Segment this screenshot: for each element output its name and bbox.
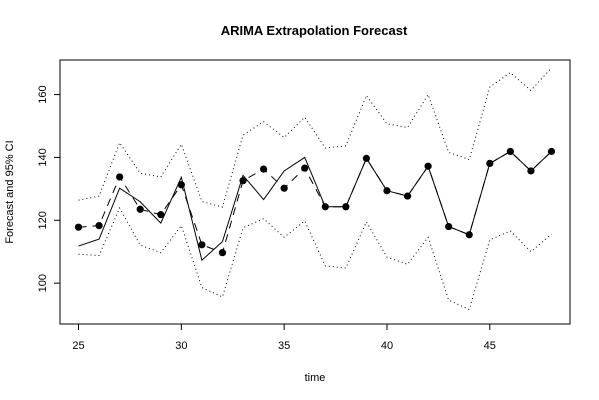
- y-tick-label: 160: [37, 85, 49, 103]
- x-tick-label: 25: [72, 340, 84, 352]
- forecast-point: [74, 223, 83, 231]
- y-tick-label: 120: [37, 211, 49, 229]
- x-axis: 25 30 35 40 45: [72, 323, 496, 352]
- x-tick-label: 30: [175, 340, 187, 352]
- forecast-point: [301, 164, 309, 172]
- forecast-point: [95, 222, 103, 230]
- forecast-point: [116, 173, 124, 181]
- x-tick-label: 45: [484, 340, 496, 352]
- series-layer: [74, 67, 556, 311]
- forecast-point: [136, 205, 144, 213]
- series-line-dotted-2: [78, 67, 552, 208]
- forecast-point: [218, 249, 227, 257]
- forecast-point: [157, 211, 165, 219]
- series-line-solid-1: [78, 150, 552, 262]
- forecast-point: [259, 165, 268, 173]
- y-tick-label: 140: [37, 148, 49, 166]
- y-axis: 100 120 140 160: [37, 85, 61, 292]
- forecast-point: [280, 184, 288, 192]
- plot-frame: [59, 59, 571, 325]
- x-tick-label: 40: [381, 340, 393, 352]
- series-line-dotted-3: [78, 206, 552, 311]
- chart-title: ARIMA Extrapolation Forecast: [221, 23, 408, 38]
- y-axis-label: Forecast and 95% CI: [4, 140, 16, 243]
- y-tick-label: 100: [37, 274, 49, 292]
- x-tick-label: 35: [278, 340, 290, 352]
- series-line-dashed-points-0: [78, 150, 552, 254]
- forecast-point: [198, 241, 206, 249]
- x-axis-label: time: [305, 372, 326, 384]
